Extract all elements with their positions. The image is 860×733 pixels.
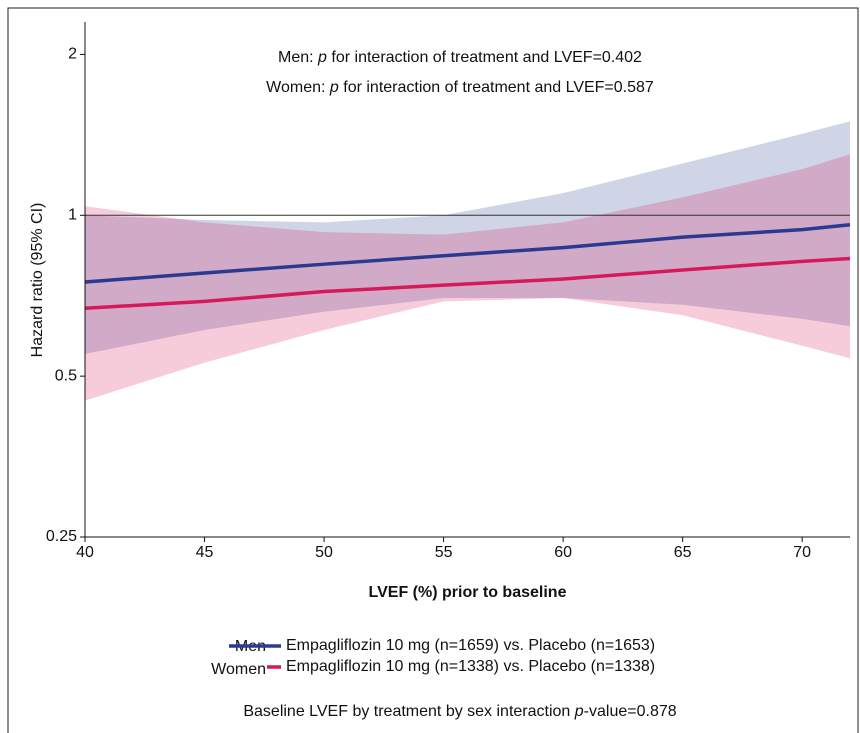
annotation: Women: p for interaction of treatment an… [266, 79, 654, 96]
x-tick-label: 50 [315, 544, 333, 561]
footnote: Baseline LVEF by treatment by sex intera… [243, 703, 676, 720]
annotation-part: p [329, 79, 339, 96]
annotation-part: for interaction of treatment and LVEF=0.… [327, 49, 642, 66]
footnote-part: -value=0.878 [584, 703, 677, 720]
x-tick-label: 60 [554, 544, 572, 561]
x-tick-label: 40 [76, 544, 94, 561]
hr-line [84, 223, 851, 284]
ci-band [85, 154, 850, 401]
x-tick-label: 55 [435, 544, 453, 561]
y-tick-label: 0.25 [46, 528, 77, 545]
annotation-part: p [317, 49, 327, 66]
legend-label: Empagliflozin 10 mg (n=1338) vs. Placebo… [286, 658, 655, 675]
annotation: Men: p for interaction of treatment and … [278, 49, 642, 66]
y-tick-label: 1 [68, 207, 77, 224]
annotation-part: Men: [278, 49, 318, 66]
y-tick-label: 2 [68, 46, 77, 63]
y-tick-label: 0.5 [55, 367, 77, 384]
x-tick-label: 45 [196, 544, 214, 561]
annotation-part: Women: [266, 79, 330, 96]
x-tick-label: 70 [793, 544, 811, 561]
annotation-part: for interaction of treatment and LVEF=0.… [339, 79, 654, 96]
legend-label: Empagliflozin 10 mg (n=1659) vs. Placebo… [286, 637, 655, 654]
frame [7, 7, 859, 733]
footnote-part: p [574, 703, 584, 720]
footnote-part: Baseline LVEF by treatment by sex intera… [243, 703, 574, 720]
legend-name: Women [211, 661, 266, 678]
y-axis-label: Hazard ratio (95% CI) [29, 203, 46, 358]
hr-line [84, 256, 851, 310]
x-tick-label: 65 [674, 544, 692, 561]
x-axis-label: LVEF (%) prior to baseline [369, 584, 567, 601]
